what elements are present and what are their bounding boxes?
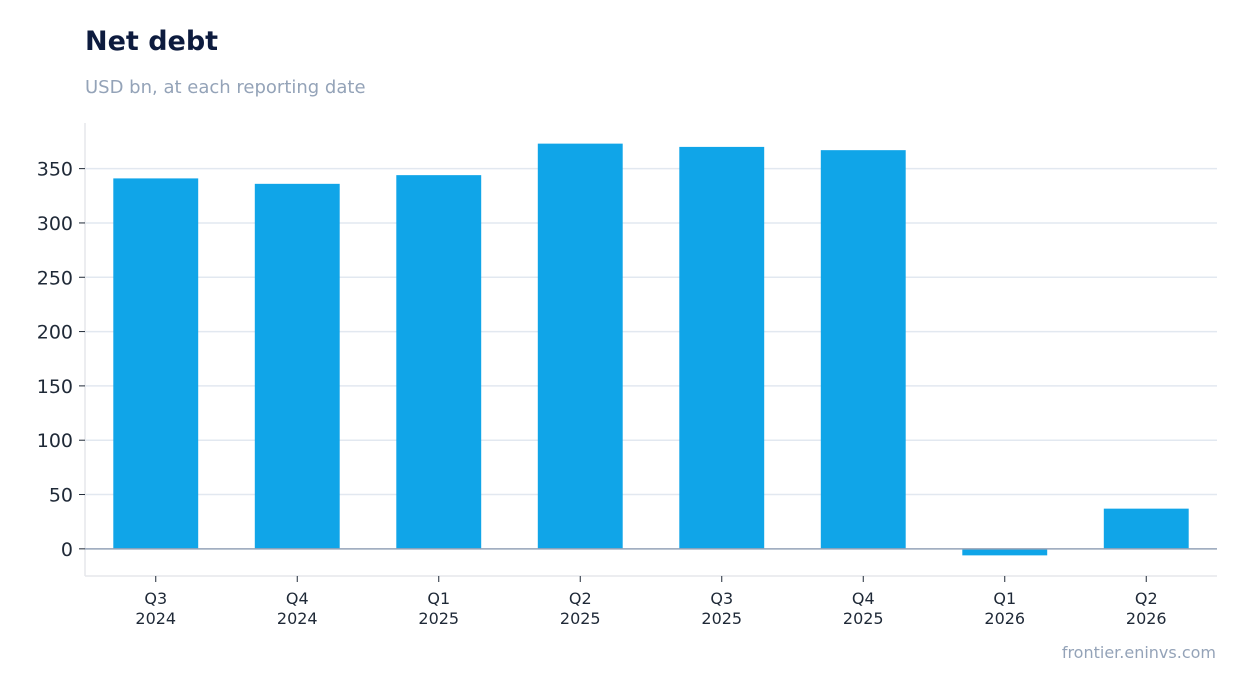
y-tick-label: 150 [37,376,73,398]
bar [537,143,623,549]
chart-subtitle: USD bn, at each reporting date [85,77,366,98]
y-tick-label: 200 [37,322,73,344]
y-tick-label: 0 [61,539,73,561]
bar [962,548,1048,556]
x-tick-label: Q1 2026 [984,589,1025,628]
x-tick-label: Q2 2026 [1126,589,1167,628]
x-tick-label: Q1 2025 [418,589,459,628]
source-note: frontier.eninvs.com [1061,643,1216,662]
bar [254,183,340,549]
bar [820,150,906,549]
chart-title: Net debt [85,26,219,57]
y-tick-label: 100 [37,430,73,452]
bar [679,146,765,549]
x-tick-label: Q2 2025 [560,589,601,628]
y-tick-label: 350 [37,159,73,181]
bar [396,175,482,549]
y-tick-label: 250 [37,267,73,289]
bar [1103,508,1189,549]
x-tick-label: Q4 2024 [277,589,318,628]
x-tick-label: Q3 2024 [135,589,176,628]
bar [113,178,199,549]
bars-layer [113,143,1189,556]
y-tick-label: 50 [49,485,73,507]
axes-layer: 0 50 100 150 200 250 300 350 Q3 2024 Q4 2024 Q1 2025 Q… [37,123,1217,628]
y-tick-label: 300 [37,213,73,235]
x-tick-label: Q3 2025 [701,589,742,628]
x-tick-label: Q4 2025 [843,589,884,628]
